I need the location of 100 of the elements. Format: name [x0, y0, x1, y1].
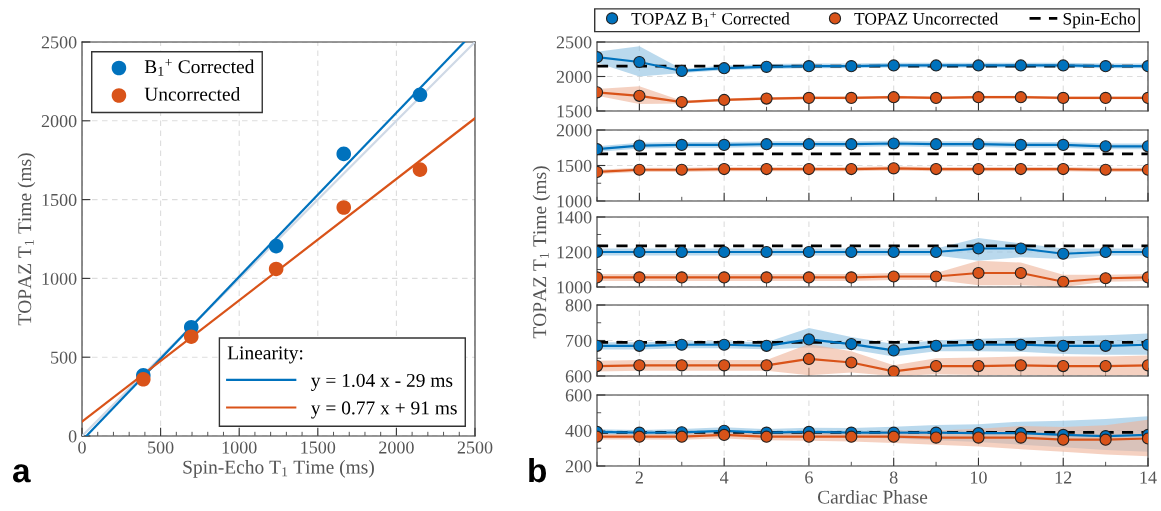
- legend-label: Uncorrected: [144, 87, 241, 101]
- point: [1057, 91, 1070, 105]
- point: [802, 352, 816, 366]
- point: [845, 162, 858, 176]
- point: [760, 92, 773, 105]
- point: [887, 365, 900, 376]
- point: [412, 162, 428, 177]
- legend-title: Linearity:: [227, 346, 303, 364]
- point: [675, 271, 688, 284]
- point: [972, 138, 985, 151]
- point: [887, 162, 900, 175]
- x-tick-label: 8: [889, 471, 898, 484]
- point: [929, 91, 943, 105]
- y-tick-label: 1000: [557, 195, 592, 208]
- point: [845, 60, 858, 73]
- point: [760, 138, 773, 151]
- point: [1099, 163, 1112, 176]
- point: [802, 271, 816, 284]
- point: [718, 93, 731, 107]
- legend-label: y = 1.04 x - 29 ms: [311, 373, 453, 391]
- x-axis-title: Cardiac Phase: [817, 490, 928, 504]
- x-axis-title: Spin-Echo T$_{1}$ Time (ms): [183, 460, 374, 478]
- point: [972, 359, 985, 373]
- y-tick-label: 2000: [556, 124, 592, 137]
- point: [887, 344, 900, 357]
- point: [845, 138, 858, 151]
- point: [718, 359, 731, 372]
- point: [802, 91, 816, 105]
- point: [887, 59, 900, 72]
- y-axis-title: TOPAZ T$_{1}$ Time (ms): [532, 166, 551, 339]
- point: [845, 271, 858, 284]
- point: [336, 146, 352, 162]
- point: [929, 59, 943, 72]
- point: [760, 245, 773, 259]
- point: [972, 91, 985, 104]
- point: [760, 359, 773, 372]
- y-tick-label: 1200: [557, 246, 592, 259]
- x-tick-label: 12: [1055, 471, 1072, 484]
- point: [845, 245, 858, 259]
- point: [1057, 247, 1070, 260]
- point: [675, 95, 688, 109]
- point: [633, 139, 646, 152]
- point: [929, 431, 943, 444]
- point: [718, 162, 731, 176]
- point: [1057, 162, 1070, 176]
- point: [1014, 359, 1027, 372]
- x-tick-label: 4: [719, 471, 729, 484]
- point: [1099, 60, 1112, 73]
- point: [718, 271, 731, 284]
- point: [1057, 433, 1070, 446]
- point: [412, 87, 428, 103]
- point: [675, 338, 688, 351]
- point: [1057, 275, 1070, 287]
- point: [633, 55, 646, 69]
- point: [675, 163, 688, 176]
- point: [972, 338, 985, 351]
- y-axis-title: TOPAZ T$_{1}$ Time (ms): [17, 153, 36, 326]
- point: [718, 245, 731, 259]
- y-tick-label: 700: [566, 334, 592, 347]
- point: [972, 242, 985, 255]
- x-tick-label: 0: [78, 441, 86, 454]
- point: [1099, 339, 1112, 352]
- point: [268, 238, 284, 254]
- y-tick-label: 2500: [556, 36, 592, 49]
- point: [887, 270, 900, 283]
- point: [1099, 140, 1112, 153]
- point: [972, 266, 985, 280]
- legend-label: B$_{1}$$^{+}$ Corrected: [144, 59, 255, 76]
- point: [1014, 138, 1027, 152]
- point: [675, 245, 688, 259]
- point: [760, 339, 773, 352]
- y-tick-label: 1500: [557, 105, 592, 118]
- x-tick-label: 2: [635, 471, 643, 484]
- y-tick-label: 2000: [41, 115, 77, 128]
- point: [633, 339, 646, 352]
- point: [718, 338, 731, 351]
- point: [802, 162, 816, 176]
- point: [802, 245, 816, 259]
- point: [633, 163, 646, 176]
- point: [1014, 242, 1027, 255]
- point: [718, 428, 731, 442]
- point: [802, 138, 816, 151]
- point: [845, 430, 858, 443]
- x-tick-label: 10: [971, 471, 987, 484]
- x-tick-label: 2000: [379, 441, 414, 454]
- point: [1014, 91, 1027, 104]
- point: [929, 359, 943, 373]
- text: b: [529, 457, 546, 483]
- point: [845, 337, 858, 351]
- point: [675, 138, 688, 152]
- point: [718, 138, 731, 152]
- y-tick-label: 2000: [556, 70, 592, 83]
- y-tick-label: 200: [565, 460, 592, 473]
- point: [887, 91, 900, 104]
- point: [718, 62, 731, 75]
- x-tick-label: 6: [805, 471, 813, 484]
- point: [802, 333, 816, 346]
- point: [136, 371, 151, 387]
- point: [1099, 359, 1112, 373]
- point: [929, 138, 943, 151]
